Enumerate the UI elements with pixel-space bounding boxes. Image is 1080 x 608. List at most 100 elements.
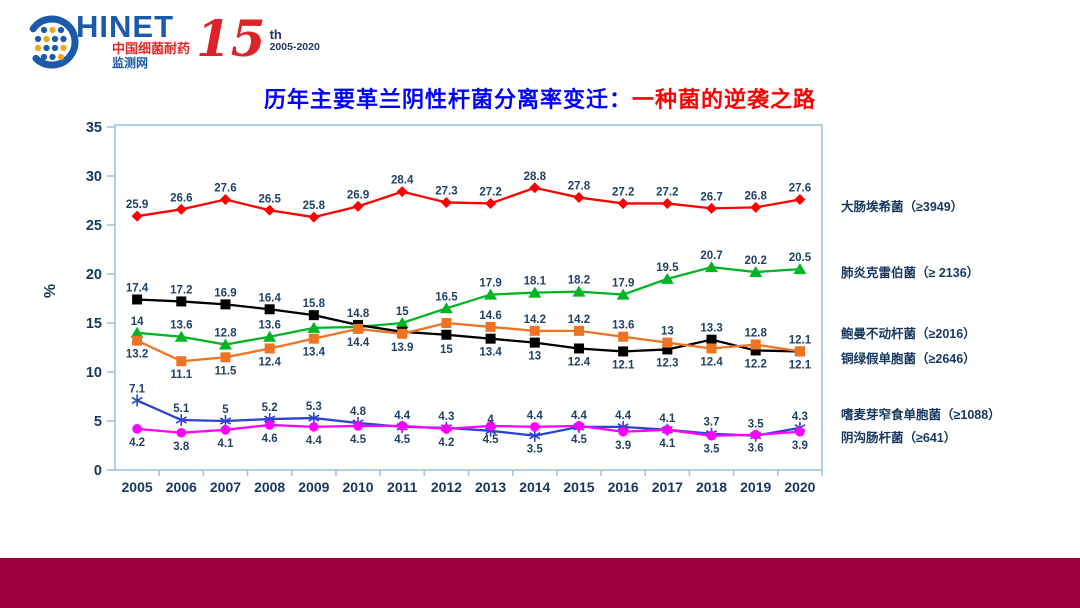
data-label: 7.1 <box>129 383 146 395</box>
data-label: 4.2 <box>438 437 454 449</box>
data-label: 26.5 <box>258 193 281 205</box>
x-tick-label: 2008 <box>254 479 285 495</box>
data-point <box>353 421 363 431</box>
data-label: 13.6 <box>258 320 280 332</box>
data-point <box>574 421 584 431</box>
x-tick-label: 2012 <box>431 479 462 495</box>
data-label: 12.3 <box>656 357 678 369</box>
chinet-logo: HINET 中国细菌耐药 监测网 <box>24 11 190 70</box>
title-highlight: 一种菌的逆袭之路 <box>632 87 817 112</box>
chinet-ring-icon <box>25 15 79 69</box>
data-label: 14.2 <box>568 314 590 326</box>
data-label: 26.7 <box>700 191 722 203</box>
data-label: 4.4 <box>571 410 588 422</box>
data-label: 27.6 <box>214 183 236 195</box>
data-label: 18.2 <box>568 275 590 287</box>
data-label: 12.4 <box>258 356 281 368</box>
data-label: 12.8 <box>745 328 768 340</box>
x-tick-label: 2016 <box>608 479 639 495</box>
data-label: 25.9 <box>126 199 148 211</box>
data-label: 3.7 <box>704 417 720 429</box>
series-line <box>136 321 801 363</box>
data-point <box>750 345 761 356</box>
data-label: 3.5 <box>704 444 721 456</box>
data-point <box>662 344 673 355</box>
x-tick-label: 2014 <box>519 479 550 495</box>
data-point <box>750 429 761 440</box>
data-point <box>220 352 231 363</box>
data-point <box>219 415 232 427</box>
data-label: 15 <box>440 344 453 356</box>
data-label: 12.1 <box>789 359 812 371</box>
data-point <box>485 197 497 209</box>
x-tick-label: 2007 <box>210 479 241 495</box>
data-label: 4.4 <box>527 410 544 422</box>
data-point <box>529 429 541 442</box>
data-label: 5 <box>222 404 229 416</box>
data-point <box>175 203 187 215</box>
data-point <box>220 425 231 435</box>
data-point <box>572 285 586 297</box>
data-label: 12.1 <box>612 359 635 371</box>
chart-series <box>130 182 807 442</box>
data-point <box>395 317 409 328</box>
data-label: 13 <box>528 351 541 363</box>
data-point <box>618 346 629 357</box>
data-point <box>441 424 452 434</box>
data-point <box>220 299 231 310</box>
y-tick-label: 35 <box>86 120 102 136</box>
anniversary-years: 2005-2020 <box>269 41 320 53</box>
data-point <box>353 323 364 334</box>
data-point <box>794 194 806 206</box>
data-point <box>131 394 143 407</box>
anniversary-suffix: th <box>269 27 282 42</box>
data-point <box>529 422 540 432</box>
x-tick-label: 2020 <box>784 479 815 495</box>
data-label: 17.4 <box>126 282 149 294</box>
data-label: 4.4 <box>615 410 632 422</box>
data-point <box>660 272 674 284</box>
data-point <box>307 321 321 333</box>
series <box>132 318 805 367</box>
data-point <box>309 422 319 432</box>
data-point <box>264 343 275 354</box>
data-point <box>130 326 144 338</box>
data-label: 26.9 <box>347 189 369 201</box>
y-tick-label: 5 <box>94 414 102 430</box>
data-point <box>750 201 762 213</box>
data-label: 25.8 <box>303 200 326 212</box>
data-point <box>308 310 319 321</box>
data-point <box>132 335 143 346</box>
data-point <box>176 356 187 367</box>
data-label: 14.4 <box>347 337 370 349</box>
data-label: 5.2 <box>262 402 278 414</box>
series-line <box>136 265 800 346</box>
data-label: 4.4 <box>394 410 411 422</box>
data-label: 27.2 <box>479 186 501 198</box>
data-label: 5.3 <box>306 401 322 413</box>
y-tick-label: 0 <box>94 463 102 479</box>
data-point <box>573 325 584 336</box>
data-label: 11.1 <box>170 369 192 381</box>
data-label: 4.1 <box>659 438 676 450</box>
data-point <box>706 430 717 441</box>
data-point <box>706 202 718 214</box>
x-tick-label: 2011 <box>387 479 418 495</box>
data-label: 20.7 <box>700 250 722 262</box>
data-point <box>132 294 143 305</box>
data-label: 4.1 <box>217 438 234 450</box>
y-tick-label: 15 <box>86 316 102 332</box>
chinet-logo-text: HINET 中国细菌耐药 监测网 <box>76 11 190 70</box>
data-label: 4.5 <box>483 434 500 446</box>
data-label: 11.5 <box>215 365 237 377</box>
x-tick-label: 2006 <box>166 479 197 495</box>
data-label: 13.6 <box>612 320 634 332</box>
y-tick-label: 20 <box>86 267 102 283</box>
data-point <box>661 197 673 209</box>
data-point <box>397 421 408 431</box>
x-tick-label: 2005 <box>122 479 153 495</box>
series-line <box>136 186 801 219</box>
series-line <box>136 399 801 437</box>
